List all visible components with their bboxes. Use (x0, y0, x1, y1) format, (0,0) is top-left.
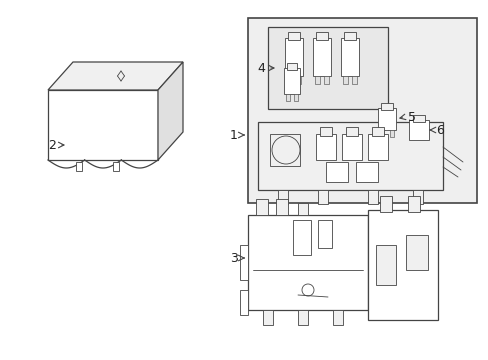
Bar (405, 235, 427, 270)
Bar (269, 134, 299, 166)
Text: 3: 3 (230, 252, 238, 265)
Bar (240, 245, 247, 280)
Text: 1: 1 (230, 129, 238, 141)
Bar (275, 199, 287, 215)
Bar (371, 127, 383, 136)
Bar (312, 38, 330, 76)
Polygon shape (367, 210, 437, 320)
Bar (319, 127, 331, 136)
Bar (240, 290, 247, 315)
Bar (315, 134, 335, 160)
Polygon shape (48, 62, 183, 90)
Polygon shape (158, 62, 183, 160)
Bar (412, 190, 422, 204)
Bar (285, 94, 289, 101)
Bar (267, 27, 387, 109)
Bar (389, 130, 393, 137)
Bar (367, 134, 387, 160)
Bar (256, 199, 267, 215)
Bar (113, 162, 119, 171)
Bar (375, 245, 395, 285)
Bar (367, 190, 377, 204)
Bar (315, 32, 327, 40)
Bar (292, 220, 310, 255)
Bar (263, 310, 272, 325)
Polygon shape (48, 90, 158, 160)
Bar (343, 32, 355, 40)
Bar (325, 162, 347, 182)
Bar (355, 162, 377, 182)
Bar (278, 190, 287, 204)
Text: 5: 5 (407, 111, 415, 123)
Bar (297, 203, 307, 215)
Bar (379, 130, 383, 137)
Bar (284, 68, 299, 94)
Text: 4: 4 (257, 62, 264, 75)
Bar (341, 134, 361, 160)
Bar (380, 103, 392, 110)
Bar (412, 115, 424, 122)
Bar (287, 32, 299, 40)
Bar (76, 162, 81, 171)
Text: 2: 2 (48, 139, 56, 152)
Bar (317, 220, 331, 248)
Bar (408, 120, 428, 140)
Bar (377, 108, 395, 130)
Bar (346, 127, 357, 136)
Bar (247, 18, 476, 203)
Bar (293, 94, 297, 101)
Polygon shape (247, 215, 367, 310)
Bar (351, 76, 356, 84)
Bar (286, 76, 291, 84)
Text: 6: 6 (435, 123, 443, 136)
Bar (295, 76, 301, 84)
Bar (332, 310, 342, 325)
Bar (285, 38, 303, 76)
Bar (407, 196, 419, 212)
Bar (379, 196, 391, 212)
Bar (342, 76, 347, 84)
Bar (324, 76, 328, 84)
Bar (258, 122, 442, 190)
Bar (340, 38, 358, 76)
Bar (286, 63, 296, 70)
Bar (297, 310, 307, 325)
Bar (314, 76, 319, 84)
Bar (317, 190, 327, 204)
